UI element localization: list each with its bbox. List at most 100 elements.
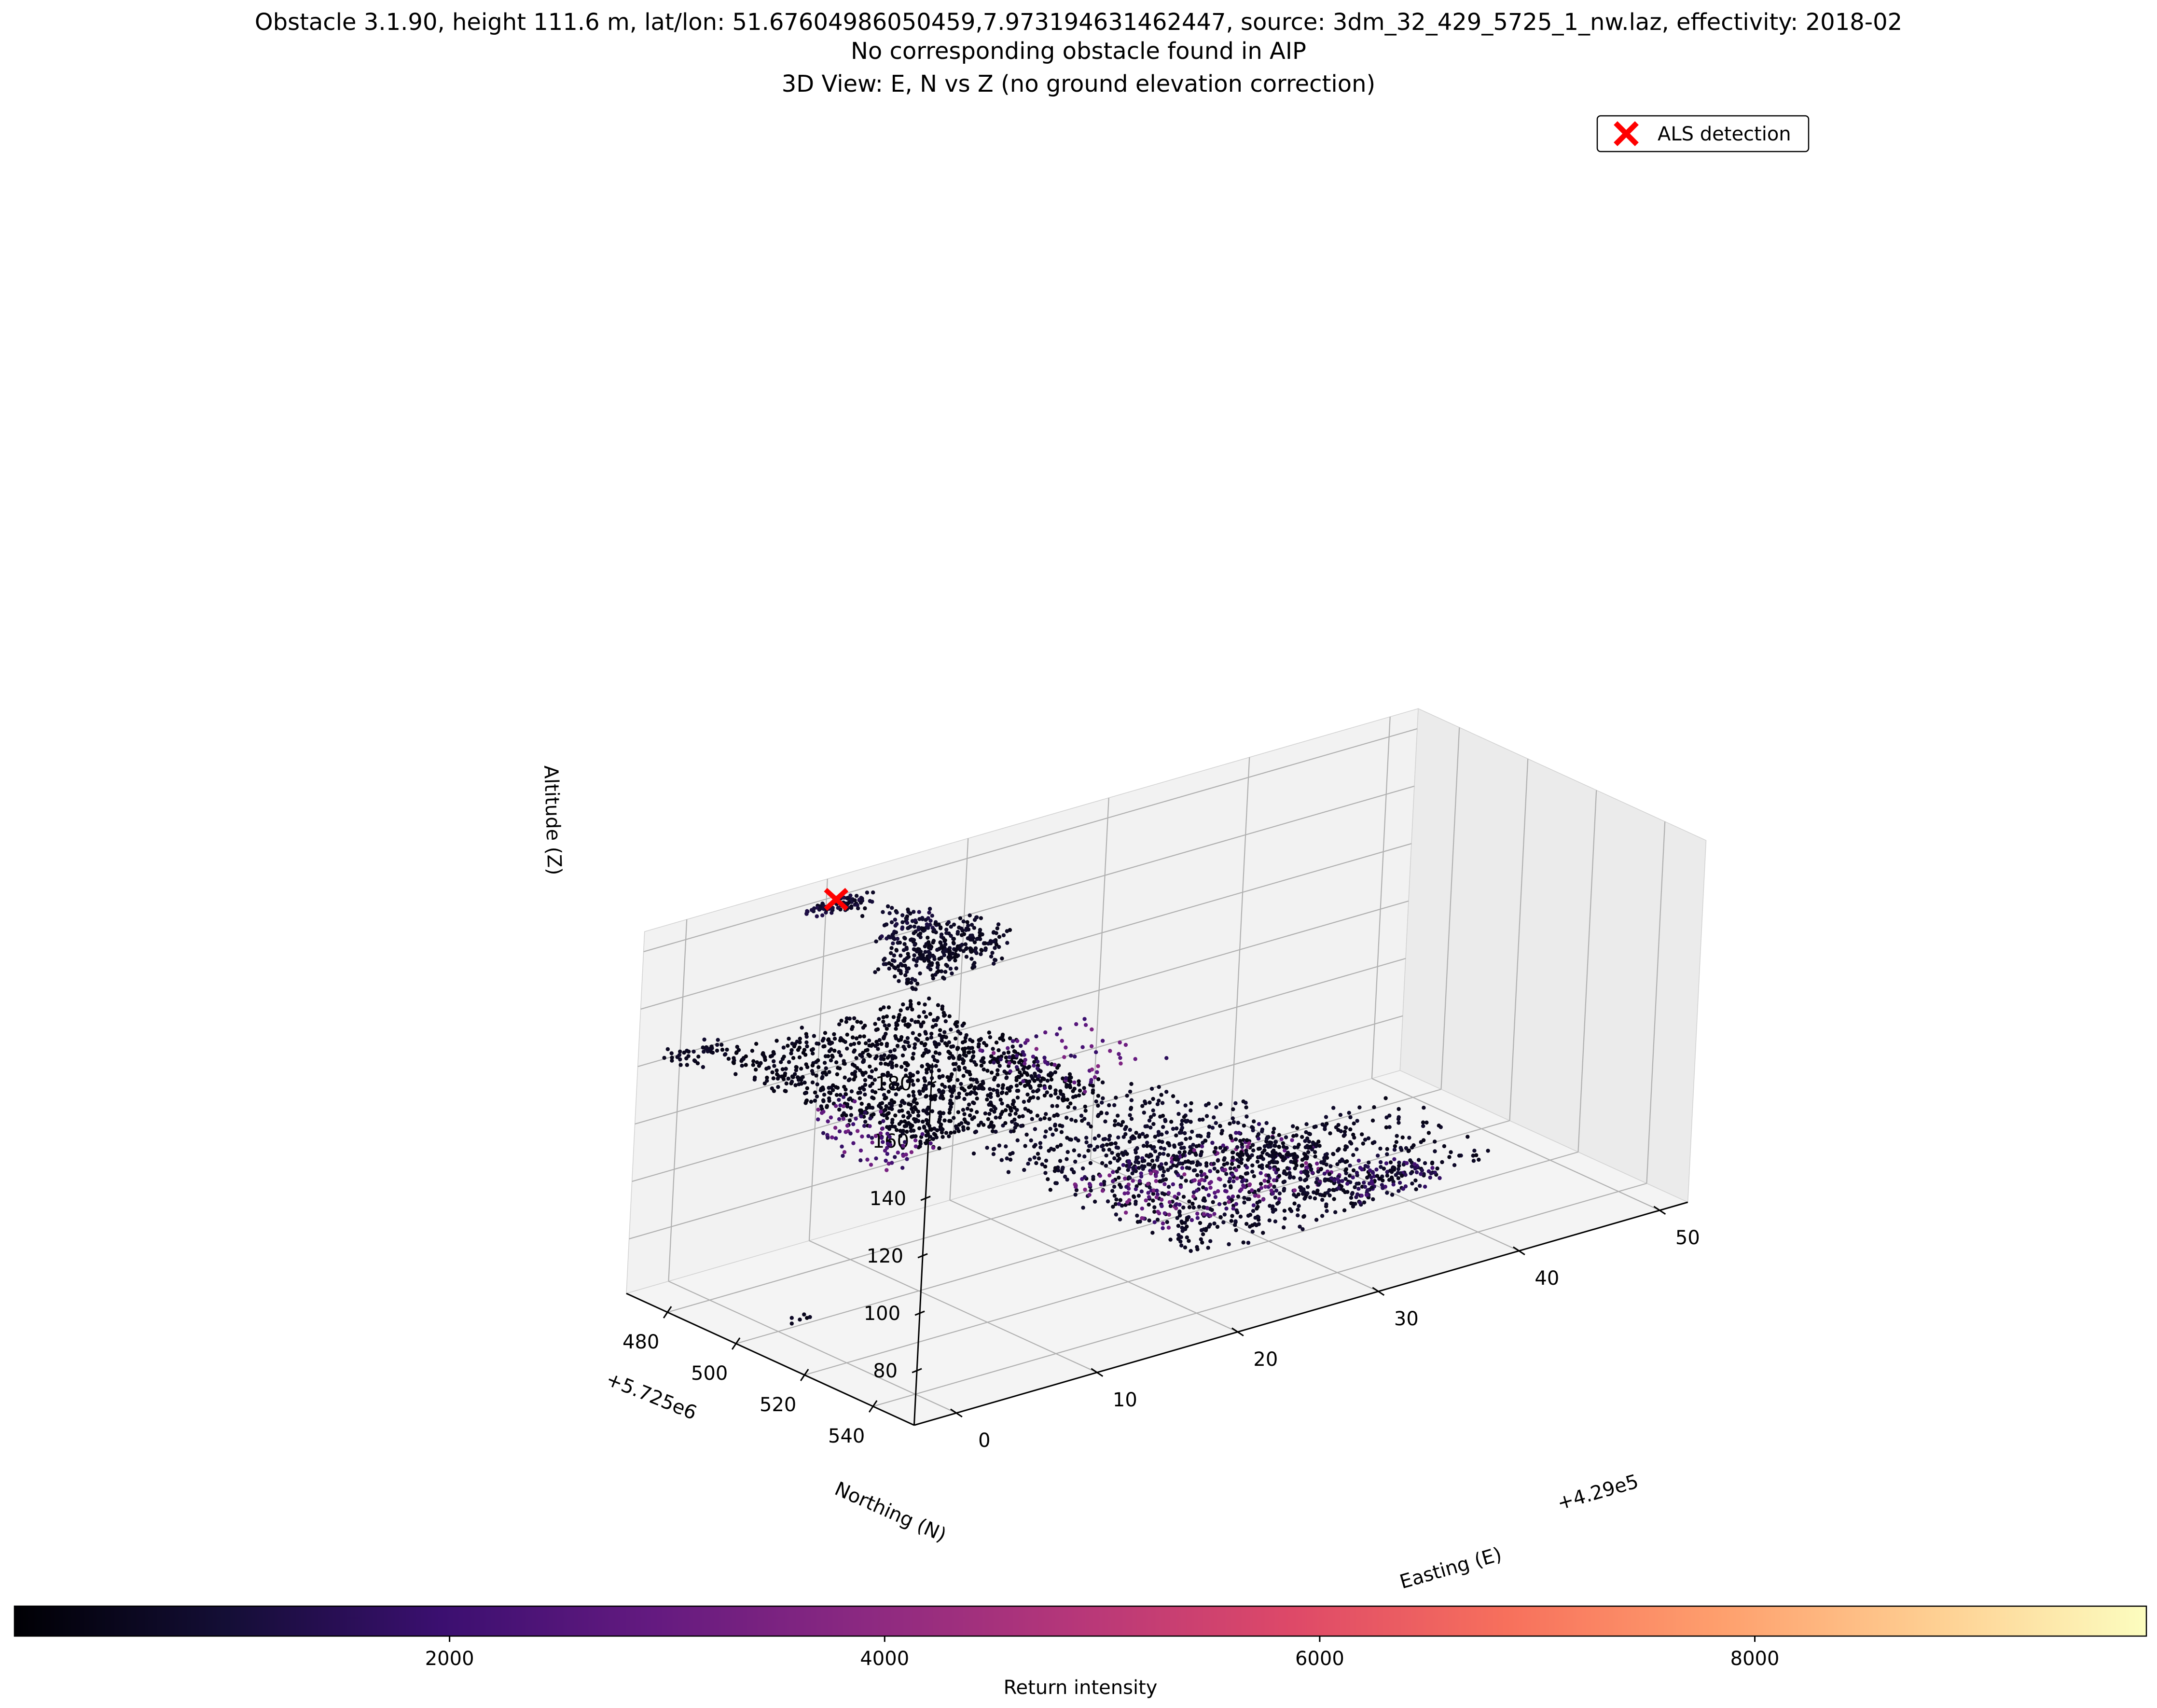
lidar-point [1107,1148,1111,1152]
lidar-point [809,1099,814,1104]
lidar-point [1161,1125,1165,1129]
lidar-point [1395,1134,1399,1138]
lidar-point [876,967,881,972]
lidar-point [1315,1188,1320,1193]
lidar-point [1177,1142,1182,1146]
lidar-point [1035,1113,1040,1118]
lidar-point [915,1038,920,1042]
lidar-point [1008,1069,1012,1073]
lidar-point [816,1065,821,1069]
lidar-point [1207,1125,1212,1129]
lidar-point [1228,1166,1233,1171]
lidar-point [850,1035,855,1040]
lidar-point [1175,1126,1179,1131]
lidar-point [1121,1163,1126,1167]
lidar-point [905,1129,909,1134]
lidar-point [1300,1163,1305,1167]
lidar-point [1147,1195,1151,1199]
lidar-point [905,970,909,974]
lidar-point [960,943,964,947]
lidar-point [923,944,927,949]
lidar-point [863,1024,867,1028]
lidar-point [1067,1072,1072,1076]
lidar-point [1067,1076,1071,1080]
lidar-point [1187,1239,1191,1243]
lidar-point [1397,1121,1401,1125]
lidar-point [1149,1086,1154,1091]
lidar-point [1180,1125,1185,1130]
lidar-point [1066,1105,1070,1109]
lidar-point [845,1104,850,1109]
lidar-point [1320,1197,1325,1202]
lidar-point [1127,1139,1132,1144]
lidar-point [1008,1157,1013,1162]
lidar-point [827,1070,831,1074]
lidar-point [860,1054,864,1059]
lidar-point [1001,1083,1005,1087]
lidar-point [1056,1096,1061,1100]
lidar-point [1394,1173,1398,1177]
lidar-point [1262,1144,1267,1149]
lidar-point [1206,1131,1211,1136]
lidar-point [1272,1126,1276,1131]
lidar-point [1397,1180,1402,1185]
lidar-point [883,1062,888,1066]
lidar-point [1205,1206,1210,1210]
lidar-point [1283,1216,1287,1221]
lidar-point [834,1093,839,1097]
lidar-point [771,1050,776,1055]
lidar-point [1191,1190,1196,1194]
axes-panes [625,708,1707,1426]
lidar-point [855,1066,859,1070]
lidar-point [1396,1167,1401,1171]
lidar-point [947,1014,952,1018]
lidar-point [988,1035,993,1040]
lidar-point [1122,1191,1127,1195]
lidar-point [1010,1102,1015,1107]
lidar-point [898,1134,903,1138]
lidar-point [941,1011,946,1015]
lidar-point [978,1048,982,1053]
lidar-point [887,1126,892,1131]
lidar-point [1143,1099,1147,1104]
lidar-point [832,1037,837,1041]
lidar-point [880,1072,885,1077]
lidar-point [1356,1158,1361,1163]
lidar-point [893,1113,898,1118]
lidar-point [1236,1165,1241,1169]
lidar-point [936,1003,940,1007]
lidar-point [1235,1158,1240,1162]
lidar-point [1218,1177,1222,1181]
lidar-point [1065,1177,1069,1182]
lidar-point [874,1028,878,1032]
lidar-point [1246,1154,1251,1159]
lidar-point [793,1083,798,1087]
lidar-point [809,908,814,912]
lidar-point [829,1058,833,1063]
lidar-point [1185,1218,1189,1222]
lidar-point [1303,1145,1308,1150]
lidar-point [947,955,951,960]
lidar-point [1222,1156,1227,1160]
lidar-point [861,1051,865,1055]
lidar-point [962,1097,967,1101]
lidar-point [882,1053,887,1057]
lidar-point [933,1133,938,1137]
colorbar-label: Return intensity [1004,1677,1158,1699]
lidar-point [1198,1153,1203,1158]
lidar-point [1391,1182,1396,1187]
lidar-point [850,1071,855,1076]
lidar-point [897,1122,902,1126]
lidar-point [1211,1200,1215,1205]
lidar-point [885,1168,889,1172]
lidar-point [900,1053,905,1058]
lidar-point [1044,1112,1048,1116]
lidar-point [1118,1040,1122,1045]
lidar-point [1287,1171,1292,1175]
lidar-point [1252,1174,1256,1179]
lidar-point [1045,1090,1049,1095]
lidar-point [992,1056,996,1061]
lidar-point [883,1023,887,1028]
lidar-point [913,1020,918,1024]
lidar-point [1134,1187,1138,1192]
